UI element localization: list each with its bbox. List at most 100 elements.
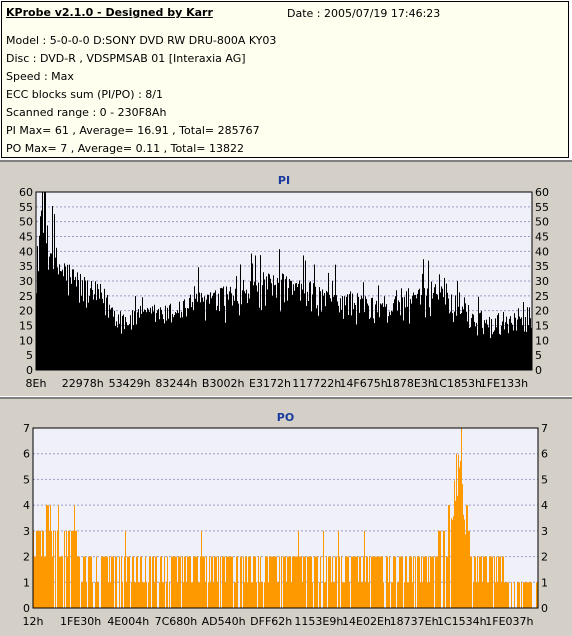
bar — [274, 285, 275, 370]
bar — [237, 301, 238, 370]
bar — [261, 310, 262, 370]
x-tick-label: B3002h — [202, 377, 245, 390]
bar — [141, 556, 142, 608]
bar — [284, 556, 285, 608]
bar — [393, 303, 394, 370]
bar — [421, 556, 422, 608]
bar — [47, 225, 48, 370]
separator — [0, 160, 572, 162]
bar — [43, 530, 44, 608]
bar — [136, 324, 137, 370]
bar — [112, 556, 113, 608]
bar — [358, 296, 359, 370]
bar — [329, 556, 330, 608]
bar — [96, 556, 97, 608]
bar — [494, 330, 495, 370]
bar — [210, 582, 211, 608]
y-tick-label: 0 — [23, 602, 30, 615]
bar — [85, 556, 86, 608]
bar — [394, 299, 395, 370]
bar — [104, 556, 105, 608]
bar — [127, 325, 128, 370]
bar — [404, 582, 405, 608]
bar — [498, 313, 499, 370]
bar — [206, 556, 207, 608]
info-speed: Speed : Max — [6, 70, 74, 83]
bar — [221, 287, 222, 370]
bar — [404, 296, 405, 370]
bar — [138, 582, 139, 608]
bar — [271, 283, 272, 370]
bar — [48, 505, 49, 608]
bar — [281, 556, 282, 608]
bar — [498, 556, 499, 608]
bar — [215, 556, 216, 608]
bar — [283, 274, 284, 370]
bar — [105, 556, 106, 608]
bar — [395, 296, 396, 370]
bar — [374, 556, 375, 608]
bar — [343, 582, 344, 608]
bar — [530, 582, 531, 608]
bar — [334, 295, 335, 370]
bar — [436, 556, 437, 608]
bar — [201, 530, 202, 608]
bar — [90, 288, 91, 370]
bar — [425, 556, 426, 608]
bar — [107, 556, 108, 608]
bar — [75, 276, 76, 370]
bar — [232, 305, 233, 370]
bar — [423, 259, 424, 370]
bar — [146, 312, 147, 370]
bar — [213, 293, 214, 370]
bar — [53, 530, 54, 608]
bar — [459, 467, 460, 608]
bar — [536, 582, 537, 608]
bar — [230, 286, 231, 370]
bar — [250, 281, 251, 370]
bar — [289, 278, 290, 370]
y-tick-label-right: 35 — [535, 260, 549, 273]
bar — [483, 556, 484, 608]
bar — [115, 325, 116, 370]
bar — [521, 317, 522, 370]
bar — [254, 556, 255, 608]
bar — [389, 556, 390, 608]
bar — [400, 556, 401, 608]
bar — [450, 311, 451, 370]
bar — [279, 556, 280, 608]
bar — [199, 292, 200, 370]
bar — [38, 271, 39, 370]
bar — [399, 302, 400, 370]
bar — [90, 556, 91, 608]
bar — [246, 556, 247, 608]
bar — [88, 302, 89, 370]
bar — [315, 556, 316, 608]
bar — [368, 582, 369, 608]
y-tick-label-right: 2 — [541, 551, 548, 564]
x-tick-label: DFF62h — [250, 615, 292, 628]
bar — [182, 556, 183, 608]
bar — [424, 556, 425, 608]
y-tick-label: 5 — [26, 349, 33, 362]
bar — [162, 582, 163, 608]
bar — [512, 324, 513, 370]
bar — [410, 556, 411, 608]
bar — [89, 296, 90, 370]
bar — [71, 283, 72, 370]
bar — [203, 556, 204, 608]
bar — [191, 307, 192, 370]
bar — [253, 556, 254, 608]
bar — [316, 556, 317, 608]
bar — [81, 582, 82, 608]
bar — [171, 556, 172, 608]
x-tick-label: 12h — [23, 615, 44, 628]
bar — [250, 556, 251, 608]
bar — [353, 309, 354, 370]
bar — [296, 556, 297, 608]
bar — [445, 304, 446, 370]
bar — [348, 556, 349, 608]
bar — [523, 582, 524, 608]
bar — [308, 301, 309, 370]
bar — [144, 582, 145, 608]
